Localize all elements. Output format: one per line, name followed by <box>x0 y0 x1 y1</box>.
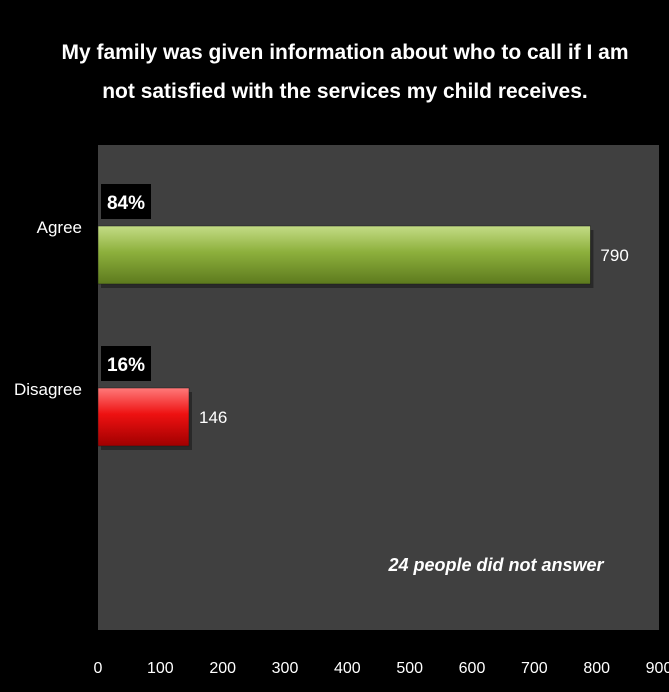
x-tick-label: 700 <box>521 660 548 677</box>
chart-title-line-1: My family was given information about wh… <box>61 41 628 64</box>
value-label-disagree: 146 <box>199 408 227 427</box>
x-tick-label: 900 <box>646 660 669 677</box>
category-label-disagree: Disagree <box>14 380 82 399</box>
chart-title-line-2: not satisfied with the services my child… <box>102 80 588 103</box>
bar-agree <box>98 226 590 284</box>
x-tick-label: 200 <box>209 660 236 677</box>
percent-label-disagree: 16% <box>107 355 145 376</box>
category-label-agree: Agree <box>37 218 82 237</box>
x-tick-label: 300 <box>272 660 299 677</box>
x-tick-label: 0 <box>94 660 103 677</box>
x-tick-label: 100 <box>147 660 174 677</box>
percent-label-agree: 84% <box>107 193 145 214</box>
x-tick-label: 500 <box>396 660 423 677</box>
value-label-agree: 790 <box>600 246 628 265</box>
no-answer-note: 24 people did not answer <box>387 555 604 575</box>
bar-disagree <box>98 388 189 446</box>
x-tick-label: 800 <box>583 660 610 677</box>
x-tick-label: 600 <box>459 660 486 677</box>
x-tick-label: 400 <box>334 660 361 677</box>
